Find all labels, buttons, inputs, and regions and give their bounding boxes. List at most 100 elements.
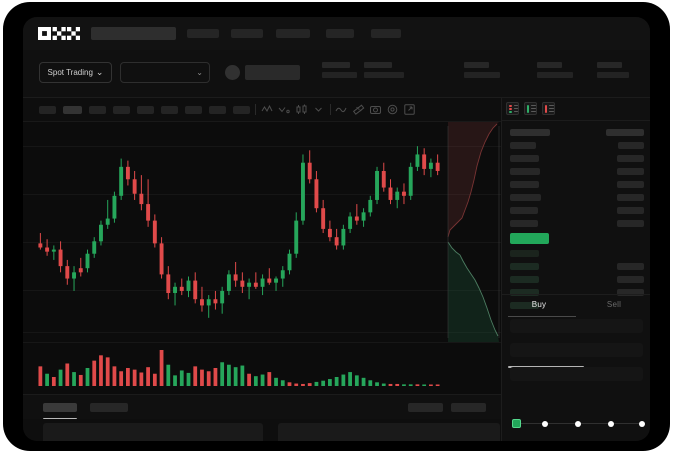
indicators-icon[interactable] [261, 103, 274, 116]
pair-coin-avatar [225, 65, 240, 80]
slider-handle[interactable] [512, 419, 521, 428]
chevron-down-icon[interactable] [312, 103, 325, 116]
compare-icon[interactable] [278, 103, 291, 116]
orderbook-ask-price[interactable] [510, 207, 538, 214]
nav-item-4[interactable] [326, 29, 354, 38]
toolbar-divider [255, 104, 256, 115]
candlestick-series [38, 146, 440, 318]
orders-tab-bar [23, 394, 501, 420]
orderbook-ask-amount[interactable] [618, 142, 644, 149]
orderbook-mode-toggles [506, 102, 555, 115]
fullscreen-icon[interactable] [403, 103, 416, 116]
interval-chip-4[interactable] [113, 106, 130, 114]
slider-step-50[interactable] [575, 420, 581, 427]
interval-chip-1[interactable] [39, 106, 56, 114]
tab-sell[interactable]: Sell [606, 300, 622, 309]
trading-mode-selector[interactable]: Spot Trading ⌄ [39, 62, 112, 83]
nav-item-2[interactable] [231, 29, 263, 38]
interval-chip-5[interactable] [137, 106, 154, 114]
sub-header: Spot Trading ⌄ ⌄ [23, 50, 650, 98]
toolbar-divider-2 [330, 104, 331, 115]
okx-logo[interactable] [38, 27, 80, 40]
search-input[interactable] [91, 27, 176, 40]
orderbook-ask-price[interactable] [510, 168, 540, 175]
tab-open-orders[interactable] [43, 403, 77, 412]
chevron-down-icon: ⌄ [196, 68, 203, 77]
bottom-action-2[interactable] [451, 403, 486, 412]
orderbook-bid-price[interactable] [510, 276, 539, 283]
orderbook-header-amount [606, 129, 644, 136]
orderbook-ask-price[interactable] [510, 155, 539, 162]
amount-field[interactable] [510, 343, 643, 357]
orderbook-bid-amount[interactable] [617, 289, 644, 296]
measure-ruler-icon[interactable] [352, 103, 365, 116]
orderbook-ask-price[interactable] [510, 220, 538, 227]
trade-tab-active-underline [508, 316, 576, 317]
orderbook-bid-price[interactable] [510, 289, 539, 296]
orders-box-left[interactable] [43, 423, 263, 441]
stat-low-24h [537, 62, 573, 78]
trading-mode-label: Spot Trading [47, 68, 93, 77]
orderbook-mode-asks[interactable] [542, 102, 555, 115]
orderbook-ask-amount[interactable] [617, 181, 644, 188]
orderbook-last-price [510, 233, 549, 244]
orderbook-ask-price[interactable] [510, 142, 536, 149]
orders-content [23, 419, 501, 441]
orderbook-ask-amount[interactable] [617, 207, 644, 214]
orderbook-ask-price[interactable] [510, 194, 541, 201]
orderbook-bid-amount[interactable] [617, 276, 644, 283]
total-field[interactable] [510, 367, 643, 381]
interval-chip-6[interactable] [161, 106, 178, 114]
chevron-down-icon: ⌄ [95, 67, 104, 77]
device-screen: Spot Trading ⌄ ⌄ [23, 17, 650, 441]
interval-chip-7[interactable] [185, 106, 202, 114]
amount-percent-slider[interactable] [512, 419, 645, 429]
interval-chip-2[interactable] [63, 106, 82, 114]
nav-item-3[interactable] [276, 29, 310, 38]
tab-buy[interactable]: Buy [531, 300, 547, 309]
order-entry-form [502, 317, 650, 407]
camera-icon[interactable] [369, 103, 382, 116]
volume-chart [23, 342, 501, 394]
orderbook-mode-bids[interactable] [524, 102, 537, 115]
line-chart-icon[interactable] [335, 103, 348, 116]
price-field[interactable] [510, 319, 643, 333]
bottom-action-1[interactable] [408, 403, 443, 412]
interval-chip-9[interactable] [233, 106, 250, 114]
stat-last-price [322, 62, 357, 78]
orderbook-ask-amount[interactable] [617, 194, 644, 201]
chart-toolbar [23, 98, 501, 122]
orderbook-bid-amount[interactable] [617, 263, 644, 270]
last-price-ticker [245, 65, 300, 80]
orderbook-bid-price[interactable] [510, 302, 539, 309]
nav-item-1[interactable] [187, 29, 219, 38]
tab-order-history[interactable] [90, 403, 128, 412]
top-header [23, 17, 650, 50]
orders-box-right[interactable] [278, 423, 500, 441]
interval-chip-3[interactable] [89, 106, 106, 114]
orderbook-ask-amount[interactable] [617, 155, 644, 162]
orderbook-ask-amount[interactable] [617, 168, 644, 175]
trade-tab-bar: Buy Sell [502, 294, 650, 317]
settings-gear-icon[interactable] [386, 103, 399, 116]
orderbook-ask-amount[interactable] [617, 220, 644, 227]
nav-item-5[interactable] [371, 29, 401, 38]
candle-type-icon[interactable] [295, 103, 308, 116]
slider-step-25[interactable] [542, 420, 548, 427]
orderbook-bid-price[interactable] [510, 250, 539, 257]
slider-step-75[interactable] [608, 420, 614, 427]
interval-chip-8[interactable] [209, 106, 226, 114]
orderbook-ask-price[interactable] [510, 181, 539, 188]
stat-change-24h [364, 62, 404, 78]
price-chart[interactable] [23, 122, 501, 342]
order-book-rows[interactable] [502, 120, 650, 313]
slider-step-100[interactable] [639, 420, 645, 427]
trading-pair-select[interactable]: ⌄ [120, 62, 210, 83]
orderbook-header-price [510, 129, 550, 136]
orderbook-bid-price[interactable] [510, 263, 539, 270]
device-frame: Spot Trading ⌄ ⌄ [4, 3, 669, 450]
order-book-panel: Buy Sell [501, 98, 650, 441]
stat-high-24h [464, 62, 500, 78]
orderbook-mode-both[interactable] [506, 102, 519, 115]
order-book-depth-overlay [447, 122, 500, 342]
